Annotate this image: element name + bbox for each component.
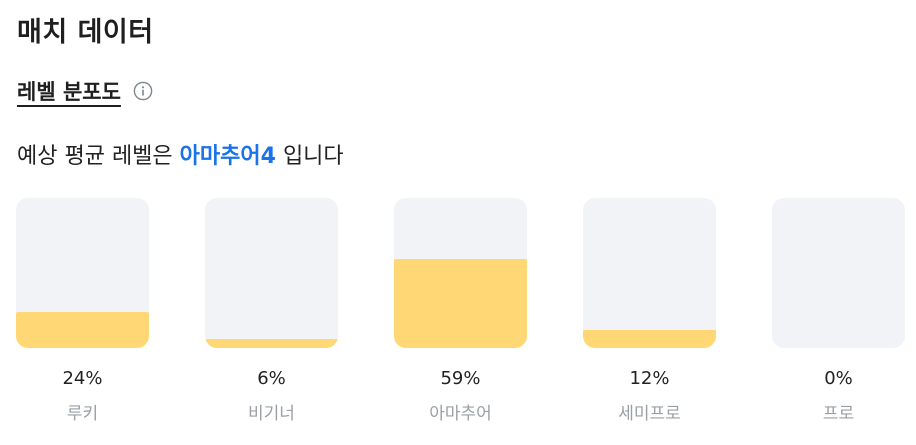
percent-label: 6%: [257, 368, 286, 389]
bar-track: [16, 198, 149, 348]
bar-track: [772, 198, 905, 348]
level-name-label: 세미프로: [618, 404, 681, 424]
level-distribution-chart: 24% 루키 6% 비기너 59% 아마추어 12% 세미프로 0% 프로: [16, 198, 906, 438]
level-name-label: 프로: [822, 404, 855, 424]
level-name-label: 비기너: [248, 404, 295, 424]
section-header: 레벨 분포도: [17, 76, 153, 106]
average-level-value: 아마추어4: [179, 144, 276, 169]
bar-fill: [16, 312, 149, 348]
bar-track: [583, 198, 716, 348]
bar-track: [394, 198, 527, 348]
level-column: 59% 아마추어: [394, 198, 527, 424]
summary-prefix: 예상 평균 레벨은: [17, 144, 180, 169]
level-column: 6% 비기너: [205, 198, 338, 424]
info-icon[interactable]: [133, 81, 153, 101]
level-column: 24% 루키: [16, 198, 149, 424]
bar-fill: [583, 330, 716, 348]
page-title: 매치 데이터: [17, 17, 154, 48]
percent-label: 24%: [62, 368, 103, 389]
bar-fill: [394, 259, 527, 348]
section-title: 레벨 분포도: [17, 80, 121, 104]
level-column: 12% 세미프로: [583, 198, 716, 424]
average-level-summary: 예상 평균 레벨은 아마추어4 입니다: [17, 138, 344, 170]
percent-label: 59%: [440, 368, 481, 389]
percent-label: 0%: [824, 368, 853, 389]
summary-suffix: 입니다: [275, 144, 344, 169]
percent-label: 12%: [629, 368, 670, 389]
level-name-label: 루키: [66, 404, 99, 424]
level-name-label: 아마추어: [429, 404, 492, 424]
bar-track: [205, 198, 338, 348]
level-column: 0% 프로: [772, 198, 905, 424]
bar-fill: [205, 339, 338, 348]
